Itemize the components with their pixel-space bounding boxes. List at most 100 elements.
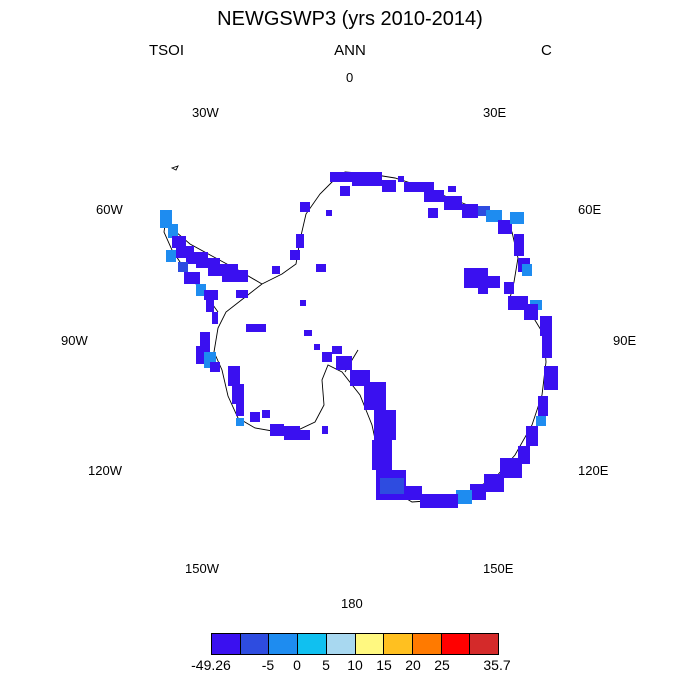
tsoi-cell [236, 404, 244, 416]
tsoi-cell [484, 474, 504, 492]
tsoi-cell [330, 172, 352, 182]
colorbar-segment [240, 634, 270, 654]
tsoi-cell [424, 190, 444, 202]
tsoi-cell [168, 224, 178, 238]
tsoi-cell [508, 296, 528, 310]
lon-label-30e: 30E [483, 105, 507, 120]
colorbar-segment [269, 634, 299, 654]
tsoi-cell [524, 304, 538, 320]
tsoi-cell [236, 418, 244, 426]
tsoi-cell [500, 458, 522, 478]
tsoi-cell [232, 384, 244, 404]
tsoi-cell [228, 366, 240, 386]
tsoi-cell [212, 312, 218, 324]
tsoi-cell [178, 262, 188, 272]
tsoi-cell [514, 234, 524, 256]
tsoi-cell [380, 478, 404, 494]
tsoi-cells [160, 172, 558, 508]
tsoi-cell [522, 264, 532, 276]
tsoi-cell [206, 296, 214, 312]
tsoi-cell [350, 370, 370, 386]
tsoi-cell [200, 332, 210, 346]
tsoi-cell [498, 220, 512, 234]
colorbar-label: -5 [261, 657, 275, 673]
tsoi-cell [184, 272, 200, 284]
tsoi-cell [462, 204, 478, 218]
lon-label-60e: 60E [578, 202, 602, 217]
tsoi-cell [250, 412, 260, 422]
tsoi-cell [222, 270, 248, 282]
tsoi-cell [296, 234, 304, 248]
colorbar-segment [384, 634, 413, 654]
tsoi-cell [322, 426, 328, 434]
season-label: ANN [334, 42, 366, 59]
colorbar-segment [298, 634, 327, 654]
tsoi-cell [444, 196, 462, 210]
colorbar-segment [212, 634, 241, 654]
tsoi-cell [510, 212, 524, 224]
tsoi-cell [204, 290, 218, 300]
tsoi-cell [262, 410, 270, 418]
tsoi-cell [300, 202, 310, 212]
lon-label-150w: 150W [185, 561, 219, 576]
tsoi-cell [536, 416, 546, 426]
tsoi-cell [160, 210, 172, 228]
tsoi-cell [322, 352, 332, 362]
tsoi-cell [210, 362, 220, 372]
tsoi-cell [406, 486, 422, 500]
colorbar-label: 20 [405, 657, 421, 673]
tsoi-cell [332, 346, 342, 354]
tsoi-cell [440, 494, 458, 508]
tsoi-cell [290, 250, 300, 260]
tsoi-cell [236, 290, 248, 298]
tsoi-cell [196, 258, 220, 268]
tsoi-cell [428, 208, 438, 218]
lon-label-120w: 120W [88, 463, 122, 478]
tsoi-cell [382, 180, 396, 192]
tsoi-cell [284, 426, 300, 440]
colorbar-segment [441, 634, 471, 654]
tsoi-cell [540, 316, 552, 336]
lon-label-60w: 60W [96, 202, 123, 217]
colorbar-segment [412, 634, 442, 654]
colorbar-segment [355, 634, 385, 654]
tsoi-cell [304, 330, 312, 336]
lon-label-90w: 90W [61, 333, 88, 348]
colorbar [211, 633, 499, 655]
tsoi-cell [172, 236, 186, 248]
tsoi-cell [272, 266, 280, 274]
lon-label-90e: 90E [613, 333, 637, 348]
colorbar-label: 10 [347, 657, 363, 673]
plot-title: NEWGSWP3 (yrs 2010-2014) [217, 8, 483, 30]
colorbar-label: 0 [293, 657, 301, 673]
tsoi-cell [486, 210, 502, 222]
tsoi-cell [538, 396, 548, 416]
tsoi-cell [526, 426, 538, 446]
lon-label-0: 0 [346, 70, 354, 85]
lon-label-150e: 150E [483, 561, 514, 576]
colorbar-segment [326, 634, 356, 654]
tsoi-cell [340, 186, 350, 196]
tsoi-cell [420, 494, 442, 508]
tsoi-cell [456, 490, 472, 504]
lon-label-30w: 30W [192, 105, 219, 120]
tsoi-cell [352, 172, 382, 186]
lon-label-180: 180 [341, 596, 363, 611]
tsoi-cell [404, 182, 434, 192]
tsoi-cell [364, 382, 386, 410]
tsoi-cell [246, 324, 266, 332]
tsoi-cell [448, 186, 456, 192]
tsoi-cell [196, 284, 206, 296]
tsoi-cell [464, 268, 488, 288]
tsoi-cell [326, 210, 332, 216]
tsoi-cell [270, 424, 284, 436]
tsoi-cell [478, 284, 488, 294]
tsoi-cell [166, 250, 176, 262]
tsoi-cell [316, 264, 326, 272]
tsoi-cell [542, 336, 552, 358]
tsoi-cell [504, 282, 514, 294]
tsoi-cell [314, 344, 320, 350]
tsoi-cell [470, 484, 486, 500]
colorbar-label: 35.7 [483, 657, 511, 673]
colorbar-label: 5 [322, 657, 330, 673]
